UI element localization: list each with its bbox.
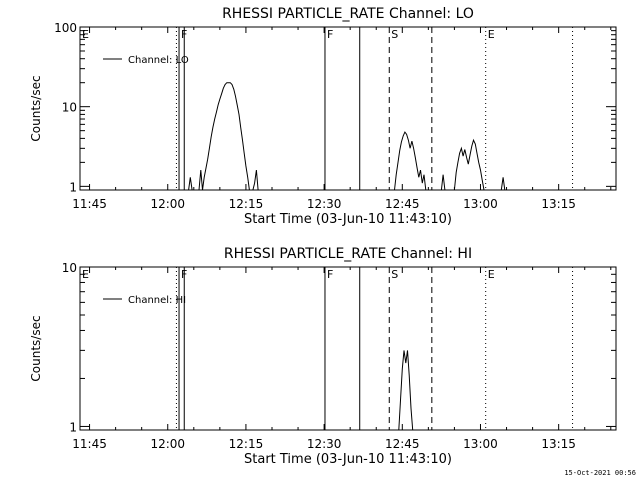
event-marker-label: E — [488, 28, 495, 41]
y-tick-label: 1 — [69, 420, 77, 434]
x-tick-label: 12:45 — [385, 437, 420, 451]
series-line — [453, 138, 485, 191]
event-marker-label: F — [327, 268, 333, 281]
x-tick-label: 12:15 — [229, 437, 264, 451]
y-tick-label: 10 — [62, 261, 77, 275]
event-marker-label: S — [391, 268, 398, 281]
x-tick-label: 12:15 — [229, 197, 264, 211]
x-tick-label: 11:45 — [72, 437, 107, 451]
x-tick-label: 13:00 — [463, 437, 498, 451]
x-tick-label: 13:00 — [463, 197, 498, 211]
x-tick-label: 13:15 — [541, 437, 576, 451]
event-marker-label: S — [391, 28, 398, 41]
x-tick-label: 12:00 — [150, 437, 185, 451]
chart-title: RHESSI PARTICLE_RATE Channel: HI — [224, 246, 472, 262]
series-line — [394, 131, 427, 191]
y-tick-label: 10 — [62, 101, 77, 115]
x-tick-label: 12:45 — [385, 197, 420, 211]
x-tick-label: 12:00 — [150, 197, 185, 211]
event-marker-label: F — [327, 28, 333, 41]
footer-timestamp: 15-Oct-2021 00:56 — [564, 469, 636, 477]
event-marker-label: E — [488, 268, 495, 281]
chart-panel-1: RHESSI PARTICLE_RATE Channel: LO 1 10 100 Co… — [29, 6, 617, 227]
series-line — [252, 170, 259, 191]
y-axis-label: Counts/sec — [29, 315, 43, 381]
x-axis-label: Start Time (03-Jun-10 11:43:10) — [244, 212, 452, 227]
x-tick-label: 12:30 — [307, 437, 342, 451]
chart-title: RHESSI PARTICLE_RATE Channel: LO — [222, 6, 474, 22]
y-axis-label: Counts/sec — [29, 75, 43, 141]
x-axis-label: Start Time (03-Jun-10 11:43:10) — [244, 452, 452, 467]
event-marker-label: E — [82, 28, 89, 41]
event-marker-label: E — [82, 268, 89, 281]
series-line — [500, 177, 506, 191]
plot-frame — [79, 26, 617, 191]
series-line — [188, 177, 193, 191]
chart-panel-2: RHESSI PARTICLE_RATE Channel: HI 1 10 Count… — [29, 246, 617, 467]
y-tick-label: 100 — [54, 21, 77, 35]
series-line — [398, 350, 414, 431]
x-tick-label: 11:45 — [72, 197, 107, 211]
legend-label: Channel: HI — [128, 295, 186, 306]
x-tick-label: 12:30 — [307, 197, 342, 211]
x-tick-label: 13:15 — [541, 197, 576, 211]
series-line — [198, 82, 250, 191]
legend-label: Channel: LO — [128, 55, 189, 66]
y-tick-label: 1 — [69, 180, 77, 194]
plot-frame — [79, 266, 617, 431]
series-line — [440, 174, 446, 191]
